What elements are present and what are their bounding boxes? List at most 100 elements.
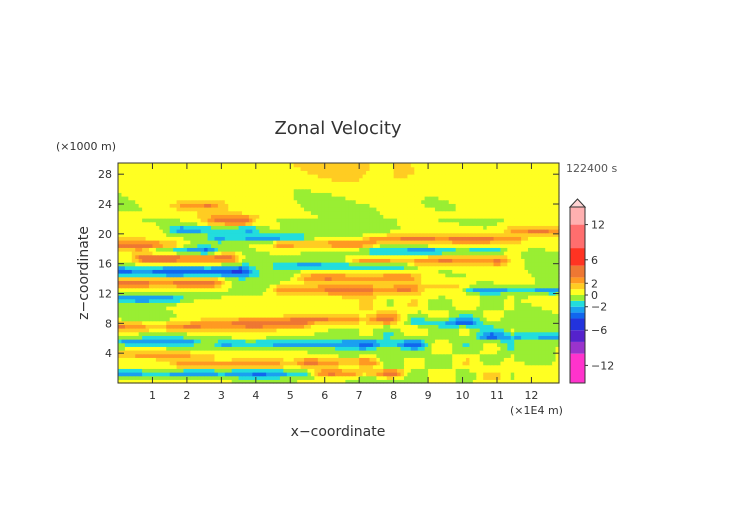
heatmap-cell [524, 265, 529, 270]
heatmap-cell [459, 317, 464, 322]
heatmap-cell [383, 284, 388, 289]
heatmap-cell [479, 284, 484, 289]
heatmap-cell [128, 306, 133, 311]
heatmap-cell [421, 328, 426, 333]
heatmap-cell [262, 364, 267, 369]
heatmap-cell [314, 243, 319, 248]
heatmap-cell [479, 273, 484, 278]
heatmap-cell [173, 335, 178, 340]
heatmap-cell [372, 287, 377, 292]
heatmap-cell [228, 350, 233, 355]
heatmap-cell [534, 262, 539, 267]
heatmap-cell [386, 258, 391, 263]
heatmap-cell [290, 306, 295, 311]
heatmap-cell [217, 251, 222, 256]
heatmap-cell [338, 265, 343, 270]
heatmap-cell [459, 372, 464, 377]
heatmap-cell [393, 353, 398, 358]
heatmap-cell [496, 269, 502, 274]
heatmap-cell [162, 280, 167, 285]
heatmap-cell [193, 280, 198, 285]
heatmap-cell [431, 295, 436, 300]
heatmap-cell [159, 346, 164, 351]
heatmap-cell [224, 291, 229, 296]
heatmap-cell [476, 361, 481, 366]
heatmap-cell [376, 364, 381, 369]
heatmap-cell [328, 350, 333, 355]
heatmap-cell [510, 302, 515, 307]
heatmap-cell [197, 280, 202, 285]
heatmap-cell [269, 309, 274, 314]
heatmap-cell [159, 284, 164, 289]
heatmap-cell [403, 353, 409, 358]
heatmap-cell [476, 320, 481, 325]
heatmap-cell [180, 276, 185, 281]
heatmap-cell [159, 287, 164, 292]
heatmap-cell [276, 309, 281, 314]
heatmap-cell [531, 375, 536, 380]
heatmap-cell [259, 273, 264, 278]
heatmap-cell [314, 361, 319, 366]
heatmap-cell [211, 276, 216, 281]
heatmap-cell [500, 265, 505, 270]
heatmap-cell [190, 240, 195, 245]
heatmap-cell [131, 240, 136, 245]
heatmap-cell [214, 302, 219, 307]
heatmap-cell [162, 251, 167, 256]
heatmap-cell [204, 364, 209, 369]
heatmap-cell [338, 284, 343, 289]
heatmap-cell [448, 331, 453, 336]
heatmap-cell [131, 368, 136, 373]
heatmap-cell [138, 364, 143, 369]
heatmap-cell [138, 320, 143, 325]
heatmap-cell [273, 291, 278, 296]
heatmap-cell [155, 379, 160, 384]
heatmap-cell [341, 320, 346, 325]
heatmap-cell [417, 254, 422, 259]
heatmap-cell [496, 328, 502, 333]
heatmap-cell [273, 368, 278, 373]
heatmap-cell [503, 265, 508, 270]
heatmap-cell [183, 258, 188, 263]
heatmap-cell [245, 346, 250, 351]
heatmap-cell [379, 284, 384, 289]
heatmap-cell [245, 320, 250, 325]
heatmap-cell [135, 346, 140, 351]
heatmap-cell [390, 339, 395, 344]
heatmap-cell [276, 353, 281, 358]
heatmap-cell [200, 364, 205, 369]
heatmap-cell [483, 379, 488, 384]
heatmap-cell [486, 265, 491, 270]
heatmap-cell [531, 276, 536, 281]
heatmap-cell [431, 243, 436, 248]
heatmap-cell [441, 291, 446, 296]
heatmap-cell [348, 262, 353, 267]
heatmap-cell [266, 317, 271, 322]
heatmap-cell [138, 284, 143, 289]
heatmap-cell [376, 346, 381, 351]
heatmap-cell [235, 309, 240, 314]
heatmap-cell [235, 284, 240, 289]
heatmap-cell [517, 324, 522, 329]
heatmap-cell [538, 372, 543, 377]
heatmap-cell [328, 372, 333, 377]
heatmap-cell [386, 320, 391, 325]
heatmap-cell [503, 302, 508, 307]
heatmap-cell [238, 284, 243, 289]
heatmap-cell [445, 243, 450, 248]
heatmap-cell [279, 291, 284, 296]
heatmap-cell [283, 342, 288, 347]
heatmap-cell [255, 328, 260, 333]
heatmap-cell [462, 258, 467, 263]
heatmap-cell [359, 302, 364, 307]
heatmap-cell [397, 295, 402, 300]
heatmap-cell [407, 280, 412, 285]
heatmap-cell [297, 254, 302, 259]
heatmap-cell [169, 364, 174, 369]
heatmap-cell [534, 379, 539, 384]
heatmap-cell [510, 251, 515, 256]
heatmap-cell [372, 254, 377, 259]
heatmap-cell [238, 291, 243, 296]
heatmap-cell [348, 313, 353, 318]
heatmap-cell [310, 258, 315, 263]
